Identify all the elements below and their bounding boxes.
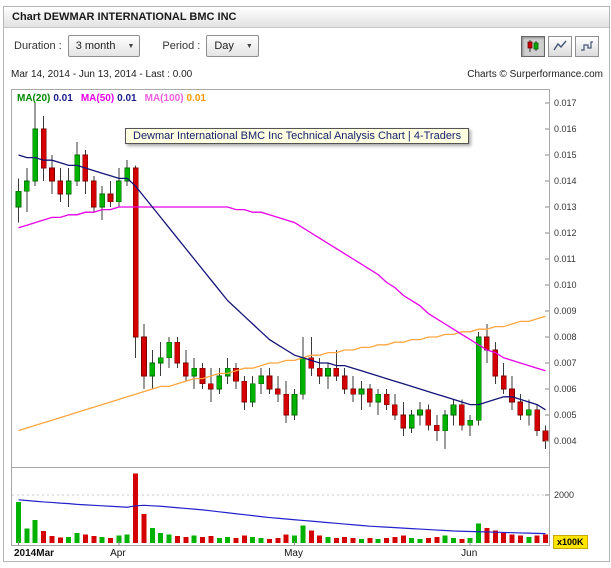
- candlestick-chart-button[interactable]: [521, 35, 545, 57]
- y-tick-label: 0.013: [554, 202, 577, 212]
- period-select[interactable]: Day ▼: [206, 35, 259, 57]
- legend-label: MA(20): [17, 93, 51, 104]
- x-tick-label: Apr: [110, 548, 126, 559]
- y-tick-label: 0.009: [554, 306, 577, 316]
- y-tick-label: 0.014: [554, 176, 577, 186]
- title-bar: Chart DEWMAR INTERNATIONAL BMC INC: [4, 7, 609, 28]
- volume-bars: [16, 473, 548, 543]
- copyright-label: Charts © Surperformance.com: [467, 69, 603, 80]
- y-tick-label: 0.008: [554, 332, 577, 342]
- y-axis-labels: 0.017 0.016 0.015 0.014 0.013 0.012 0.011 0.010…: [554, 89, 602, 559]
- legend-value: 0.01: [117, 93, 137, 104]
- legend-item-2: MA(100) 0.01: [145, 93, 206, 104]
- y-tick-label: 0.005: [554, 410, 577, 420]
- line-chart-button[interactable]: [548, 35, 572, 57]
- toolbar: Duration : 3 month ▼ Period : Day ▼: [4, 28, 609, 64]
- candlestick-chart-icon: [527, 40, 539, 52]
- x-axis-labels: 2014Mar Apr May Jun: [11, 548, 548, 560]
- y-tick-label: 0.004: [554, 436, 577, 446]
- legend-value: 0.01: [53, 93, 73, 104]
- y-tick-label: 0.012: [554, 228, 577, 238]
- y-tick-label: 0.015: [554, 150, 577, 160]
- y-tick-label: 0.010: [554, 280, 577, 290]
- x-tick-label: 2014Mar: [14, 548, 55, 559]
- volume-ma-line: [18, 499, 546, 535]
- duration-value: 3 month: [75, 40, 116, 52]
- ma-line-MA(50): [18, 206, 546, 372]
- legend-value: 0.01: [186, 93, 206, 104]
- y-tick-label: 0.006: [554, 384, 577, 394]
- tooltip-text: Dewmar International BMC Inc Technical A…: [133, 130, 462, 142]
- duration-label: Duration :: [14, 40, 62, 52]
- period-value: Day: [214, 40, 234, 52]
- x-tick-label: May: [284, 548, 303, 559]
- y-tick-label: 0.007: [554, 358, 577, 368]
- legend-item-1: MA(50) 0.01: [81, 93, 137, 104]
- step-chart-icon: [581, 41, 593, 51]
- duration-select[interactable]: 3 month ▼: [67, 35, 141, 57]
- legend-item-0: MA(20) 0.01: [17, 93, 73, 104]
- y-tick-label: 0.017: [554, 98, 577, 108]
- volume-tick-label: 2000: [554, 490, 575, 500]
- candles: [15, 103, 549, 449]
- x-tick-label: Jun: [461, 548, 478, 559]
- ma-line-MA(20): [18, 154, 546, 411]
- legend-label: MA(50): [80, 93, 115, 104]
- line-chart-icon: [553, 40, 567, 51]
- step-chart-button[interactable]: [575, 35, 599, 57]
- info-bar: Mar 14, 2014 - Jun 13, 2014 - Last : 0.0…: [11, 69, 603, 80]
- volume-unit-label: x100K: [553, 535, 588, 549]
- chart-box[interactable]: MA(20) 0.01 MA(50) 0.01 MA(100) 0.01 Dewmar…: [11, 89, 550, 546]
- ma-legend: MA(20) 0.01 MA(50) 0.01 MA(100) 0.01: [17, 93, 206, 104]
- chevron-down-icon: ▼: [245, 42, 253, 50]
- chart-type-buttons: [518, 35, 599, 57]
- ma-line-MA(100): [18, 315, 546, 432]
- chevron-down-icon: ▼: [127, 42, 135, 50]
- chart-canvas: [12, 102, 549, 545]
- page-title: Chart DEWMAR INTERNATIONAL BMC INC: [12, 11, 237, 23]
- date-range-label: Mar 14, 2014 - Jun 13, 2014 - Last : 0.0…: [11, 69, 193, 80]
- period-label: Period :: [162, 40, 201, 52]
- y-tick-label: 0.016: [554, 124, 577, 134]
- chart-widget: Chart DEWMAR INTERNATIONAL BMC INC Durat…: [3, 6, 610, 562]
- legend-label: MA(100): [144, 93, 184, 104]
- chart-tooltip: Dewmar International BMC Inc Technical A…: [125, 128, 470, 144]
- y-tick-label: 0.011: [554, 254, 576, 264]
